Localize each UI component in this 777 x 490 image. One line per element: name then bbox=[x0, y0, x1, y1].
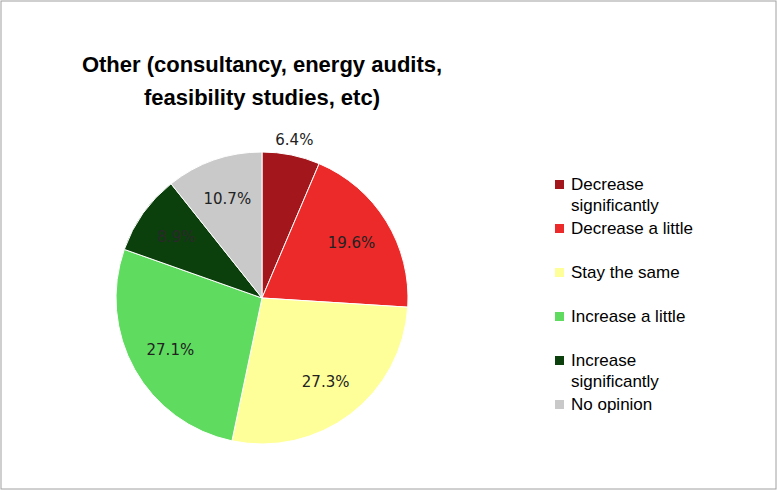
text-line: significantly bbox=[571, 196, 659, 215]
pie: 6.4% 19.6% 27.3% 27.1% 8.9% 10.7% bbox=[116, 131, 408, 444]
legend-label: Increase significantly bbox=[571, 351, 659, 391]
text-line: Stay the same bbox=[571, 263, 680, 282]
text-line: Increase bbox=[571, 351, 636, 370]
pie-slice bbox=[262, 164, 408, 308]
text-line: significantly bbox=[571, 372, 659, 391]
data-label: 19.6% bbox=[328, 234, 376, 252]
legend-label: Decrease a little bbox=[571, 219, 693, 238]
pie-slice bbox=[232, 298, 408, 444]
legend-label: Increase a little bbox=[571, 307, 685, 326]
legend: Decrease significantly Decrease a little St… bbox=[555, 175, 693, 414]
data-label: 27.1% bbox=[147, 341, 195, 359]
legend-swatch bbox=[555, 356, 564, 365]
legend-swatch bbox=[555, 400, 564, 409]
legend-label: Decrease significantly bbox=[571, 175, 659, 215]
pie-slice bbox=[171, 152, 262, 298]
legend-swatch bbox=[555, 312, 564, 321]
legend-label: Stay the same bbox=[571, 263, 680, 282]
data-label: 27.3% bbox=[302, 373, 350, 391]
chart: Other (consultancy, energy audits, feasib… bbox=[0, 0, 777, 490]
text-line: Increase a little bbox=[571, 307, 685, 326]
legend-swatch bbox=[555, 180, 564, 189]
text-line: feasibility studies, etc) bbox=[144, 85, 380, 110]
data-label: 6.4% bbox=[275, 131, 313, 149]
text-line: Other (consultancy, energy audits, bbox=[82, 52, 442, 77]
text-line: Decrease a little bbox=[571, 219, 693, 238]
text-line: No opinion bbox=[571, 395, 652, 414]
data-label: 10.7% bbox=[203, 190, 251, 208]
chart-title: Other (consultancy, energy audits, feasib… bbox=[82, 52, 442, 110]
legend-swatch bbox=[555, 224, 564, 233]
data-label: 8.9% bbox=[157, 228, 195, 246]
chart-frame bbox=[1, 1, 776, 489]
legend-label: No opinion bbox=[571, 395, 652, 414]
text-line: Decrease bbox=[571, 175, 644, 194]
legend-swatch bbox=[555, 268, 564, 277]
